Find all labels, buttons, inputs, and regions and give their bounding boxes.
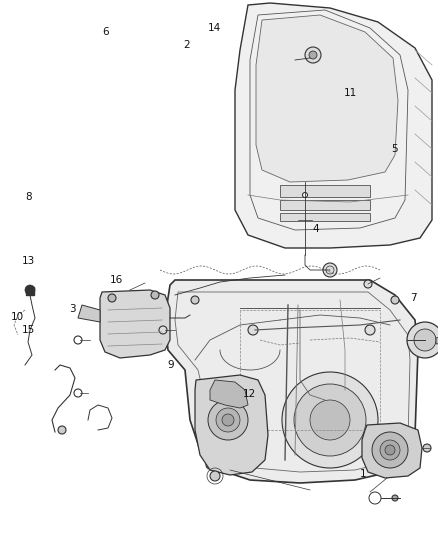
Ellipse shape bbox=[210, 471, 220, 481]
Text: 7: 7 bbox=[410, 294, 417, 303]
Bar bbox=[280, 185, 370, 197]
Text: 3: 3 bbox=[69, 304, 76, 314]
Bar bbox=[26, 287, 34, 295]
Text: 11: 11 bbox=[344, 88, 357, 98]
Polygon shape bbox=[362, 423, 422, 478]
Polygon shape bbox=[195, 375, 268, 475]
Ellipse shape bbox=[74, 389, 82, 397]
Text: 12: 12 bbox=[243, 390, 256, 399]
Polygon shape bbox=[165, 280, 418, 483]
Text: 1: 1 bbox=[360, 470, 367, 479]
Text: 13: 13 bbox=[22, 256, 35, 266]
Ellipse shape bbox=[303, 192, 307, 198]
Text: 9: 9 bbox=[167, 360, 174, 370]
Text: 16: 16 bbox=[110, 275, 123, 285]
Polygon shape bbox=[235, 3, 432, 248]
Ellipse shape bbox=[309, 51, 317, 59]
Text: 14: 14 bbox=[208, 23, 221, 33]
Text: 2: 2 bbox=[183, 41, 190, 50]
Polygon shape bbox=[78, 305, 100, 322]
Ellipse shape bbox=[365, 445, 375, 455]
Ellipse shape bbox=[191, 296, 199, 304]
Ellipse shape bbox=[305, 47, 321, 63]
Ellipse shape bbox=[380, 440, 400, 460]
Ellipse shape bbox=[414, 329, 436, 351]
Ellipse shape bbox=[159, 326, 167, 334]
Ellipse shape bbox=[365, 325, 375, 335]
Polygon shape bbox=[256, 15, 398, 182]
Text: 10: 10 bbox=[11, 312, 24, 322]
Text: 5: 5 bbox=[391, 144, 398, 154]
Ellipse shape bbox=[208, 400, 248, 440]
Ellipse shape bbox=[407, 322, 438, 358]
Ellipse shape bbox=[392, 495, 398, 501]
Bar bbox=[280, 213, 370, 221]
Bar bbox=[280, 200, 370, 210]
Ellipse shape bbox=[151, 291, 159, 299]
Ellipse shape bbox=[323, 263, 337, 277]
Ellipse shape bbox=[310, 400, 350, 440]
Ellipse shape bbox=[240, 440, 250, 450]
Ellipse shape bbox=[58, 426, 66, 434]
Ellipse shape bbox=[74, 336, 82, 344]
Text: 4: 4 bbox=[312, 224, 319, 234]
Polygon shape bbox=[100, 290, 170, 358]
Ellipse shape bbox=[206, 461, 214, 469]
Ellipse shape bbox=[423, 444, 431, 452]
Ellipse shape bbox=[391, 296, 399, 304]
Polygon shape bbox=[210, 380, 248, 408]
Ellipse shape bbox=[364, 280, 372, 288]
Polygon shape bbox=[436, 334, 438, 344]
Ellipse shape bbox=[386, 461, 394, 469]
Text: 8: 8 bbox=[25, 192, 32, 202]
Ellipse shape bbox=[294, 384, 366, 456]
Ellipse shape bbox=[25, 285, 35, 295]
Text: 15: 15 bbox=[22, 326, 35, 335]
Ellipse shape bbox=[282, 372, 378, 468]
Ellipse shape bbox=[372, 432, 408, 468]
Ellipse shape bbox=[222, 414, 234, 426]
Ellipse shape bbox=[108, 294, 116, 302]
Ellipse shape bbox=[216, 408, 240, 432]
Text: 6: 6 bbox=[102, 27, 109, 37]
Ellipse shape bbox=[248, 325, 258, 335]
Ellipse shape bbox=[385, 445, 395, 455]
